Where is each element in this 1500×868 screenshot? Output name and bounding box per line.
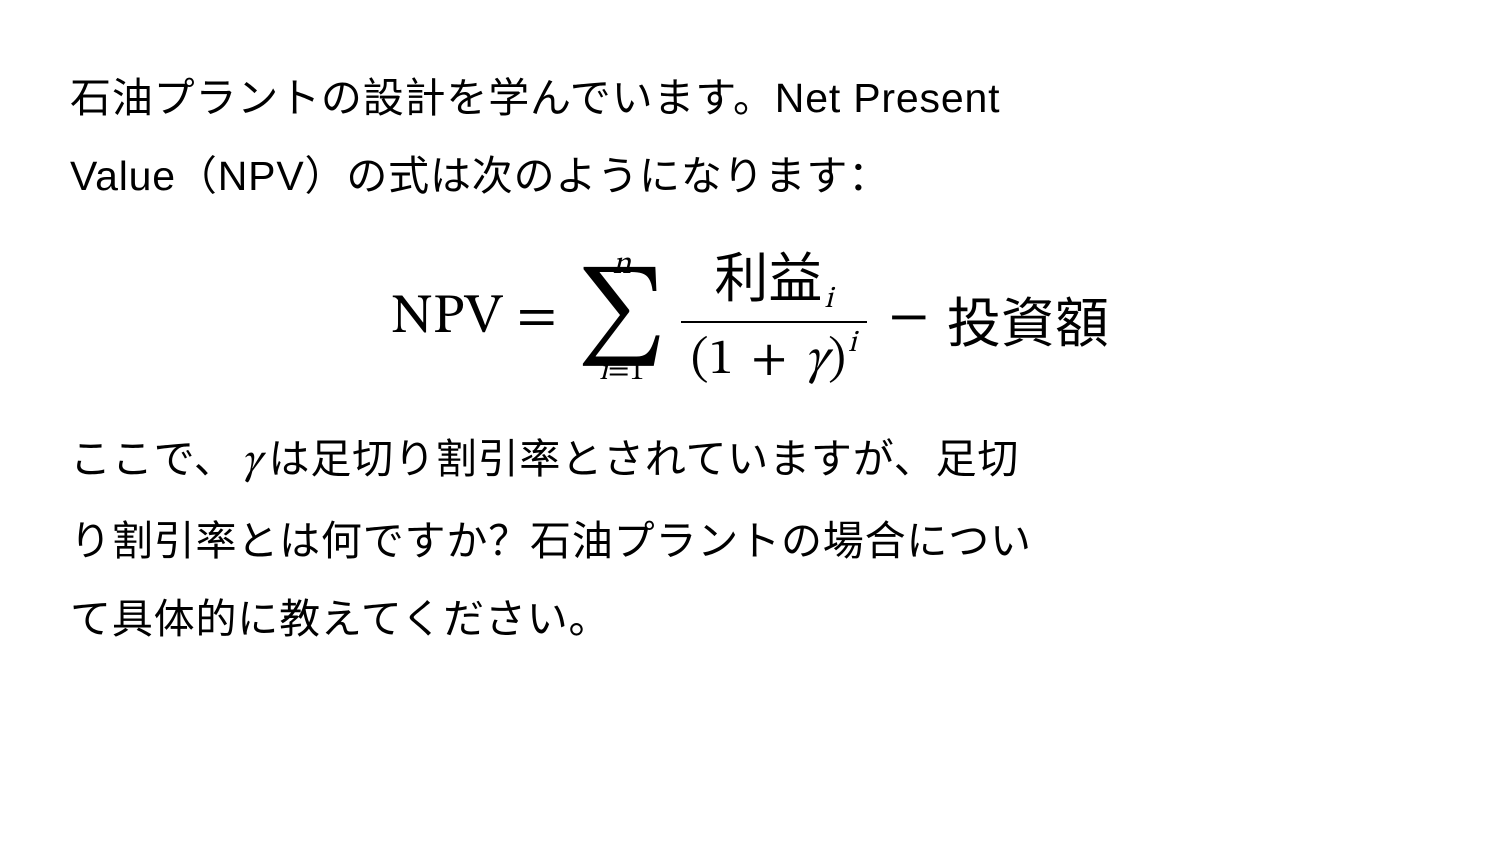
q-line1-pre: ここで、: [70, 436, 236, 482]
summation-block: n ∑ i=1: [577, 249, 667, 387]
equals-sign: =: [503, 283, 571, 353]
investment-term: 投資額: [947, 279, 1109, 358]
sum-index-eq: =: [608, 357, 630, 387]
den-open-paren: (: [691, 335, 709, 385]
den-close-paren: ): [828, 335, 846, 385]
minus-sign: −: [875, 283, 943, 353]
q-line2: り割引率とは何ですか？石油プラントの場合につい: [70, 518, 1032, 564]
equation-lhs: NPV: [391, 283, 503, 353]
sum-index-from: 1: [629, 357, 644, 387]
intro-line-2: Value（NPV）の式は次のようになります：: [70, 153, 890, 199]
numerator-text: 利益: [714, 249, 822, 309]
fraction-denominator: (1 + γ)i: [681, 323, 867, 391]
den-gamma: γ: [805, 335, 828, 385]
inline-gamma: γ: [236, 441, 269, 484]
sum-lower-limit: i=1: [599, 357, 644, 387]
sigma-symbol: ∑: [577, 277, 667, 359]
den-plus: +: [745, 335, 793, 385]
den-one: 1: [709, 335, 734, 385]
numerator-subscript: i: [824, 285, 833, 315]
sum-index-var: i: [599, 357, 608, 387]
q-line1-rest: は足切り割引率とされていますが、足切: [269, 436, 1020, 482]
question-paragraph: ここで、γは足切り割引率とされていますが、足切 り割引率とは何ですか？石油プラン…: [70, 421, 1430, 659]
fraction-block: 利益i (1 + γ)i: [681, 246, 867, 391]
q-line3: て具体的に教えてください。: [70, 596, 610, 642]
document-page: 石油プラントの設計を学んでいます。Net Present Value（NPV）の…: [0, 0, 1500, 868]
fraction-numerator: 利益i: [704, 246, 843, 321]
equation-row: NPV = n ∑ i=1 利益i (1 + γ)i −: [391, 246, 1109, 391]
npv-equation: NPV = n ∑ i=1 利益i (1 + γ)i −: [70, 246, 1430, 391]
den-exponent: i: [848, 329, 857, 359]
intro-paragraph: 石油プラントの設計を学んでいます。Net Present Value（NPV）の…: [70, 60, 1430, 216]
intro-line-1: 石油プラントの設計を学んでいます。Net Present: [70, 75, 1000, 121]
